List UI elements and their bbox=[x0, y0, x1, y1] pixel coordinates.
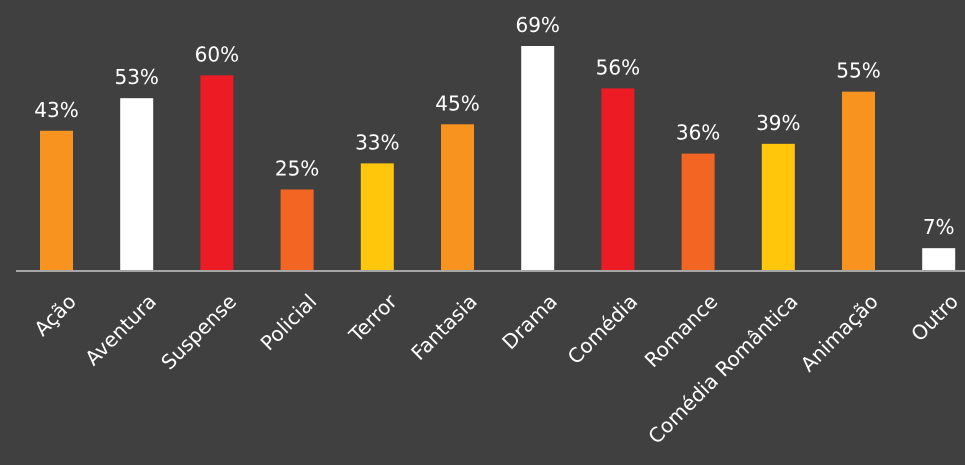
x-tick-label-acao: Ação bbox=[29, 289, 80, 340]
value-label-outro: 7% bbox=[923, 215, 955, 239]
x-tick-label-animacao: Animação bbox=[796, 289, 883, 376]
value-label-romance: 36% bbox=[676, 121, 720, 145]
x-tick-label-drama: Drama bbox=[497, 289, 562, 354]
x-tick-label-outro: Outro bbox=[906, 289, 963, 346]
value-label-animacao: 55% bbox=[836, 59, 880, 83]
x-tick-label-policial: Policial bbox=[256, 289, 322, 355]
bars-group bbox=[40, 46, 956, 272]
value-label-drama: 69% bbox=[515, 13, 559, 37]
bar-drama bbox=[521, 46, 555, 271]
value-label-terror: 33% bbox=[355, 130, 399, 154]
bar-comedia-romantica bbox=[761, 143, 795, 271]
bar-comedia bbox=[601, 88, 635, 272]
bar-policial bbox=[280, 189, 314, 271]
bar-acao bbox=[40, 130, 73, 271]
bar-romance bbox=[681, 153, 715, 271]
value-label-policial: 25% bbox=[275, 156, 319, 180]
bar-aventura bbox=[120, 98, 154, 271]
bar-outro bbox=[922, 248, 956, 271]
value-label-comedia-romantica: 39% bbox=[756, 111, 800, 135]
value-label-acao: 43% bbox=[34, 98, 78, 122]
x-tick-label-comedia-romantica: Comédia Romântica bbox=[643, 289, 802, 448]
value-label-suspense: 60% bbox=[195, 42, 239, 66]
x-tick-label-romance: Romance bbox=[640, 289, 723, 372]
bar-animacao bbox=[842, 91, 875, 271]
x-tick-label-aventura: Aventura bbox=[80, 289, 161, 370]
value-labels-group: 43% 53% 60% 25% 33% 45% 69% 56% 36% 39% 55% 7% bbox=[34, 13, 954, 239]
value-label-fantasia: 45% bbox=[435, 91, 479, 115]
x-tick-label-suspense: Suspense bbox=[156, 289, 241, 374]
bar-suspense bbox=[200, 75, 234, 271]
x-tick-label-terror: Terror bbox=[343, 289, 402, 348]
value-label-comedia: 56% bbox=[596, 55, 640, 79]
value-label-aventura: 53% bbox=[114, 65, 158, 89]
bar-fantasia bbox=[441, 124, 474, 272]
bar-terror bbox=[360, 163, 394, 271]
x-tick-label-comedia: Comédia bbox=[563, 289, 643, 369]
x-tick-label-fantasia: Fantasia bbox=[406, 289, 482, 365]
